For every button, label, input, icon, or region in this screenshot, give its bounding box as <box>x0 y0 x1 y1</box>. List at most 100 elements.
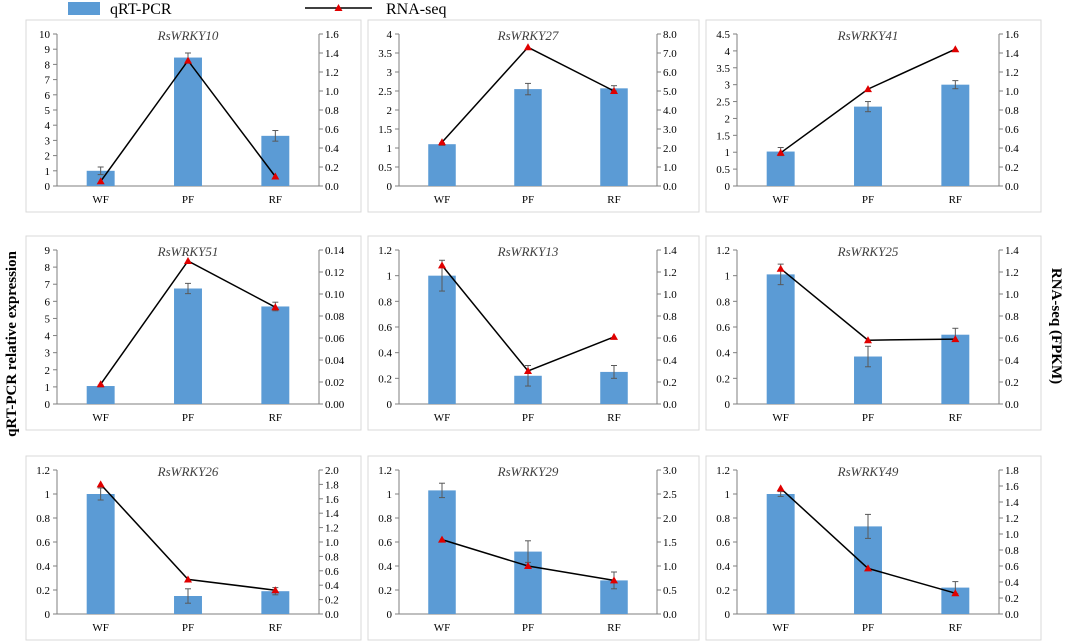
left-tick-label: 0.6 <box>378 537 392 549</box>
right-tick-label: 1.0 <box>1005 289 1019 301</box>
left-tick-label: 1 <box>725 271 731 283</box>
left-tick-label: 4 <box>45 331 51 343</box>
x-tick-label: WF <box>92 622 109 634</box>
chart-title: RsWRKY13 <box>497 244 559 259</box>
left-tick-label: 1 <box>45 489 51 501</box>
right-tick-label: 1.4 <box>1005 245 1019 257</box>
x-tick-label: RF <box>607 194 620 206</box>
right-tick-label: 0.2 <box>325 162 339 174</box>
left-tick-label: 0 <box>45 609 51 621</box>
rnaseq-point-PF <box>864 85 872 93</box>
right-tick-label: 1.2 <box>325 67 339 79</box>
left-tick-label: 3 <box>45 135 51 147</box>
right-tick-label: 1.4 <box>1005 497 1019 509</box>
bar-PF <box>174 596 202 614</box>
x-tick-label: PF <box>862 622 874 634</box>
right-tick-label: 1.4 <box>1005 48 1019 60</box>
right-tick-label: 0.04 <box>325 355 345 367</box>
left-tick-label: 3 <box>387 67 393 79</box>
left-tick-label: 0.2 <box>716 585 730 597</box>
right-tick-label: 0.4 <box>663 355 677 367</box>
bar-PF <box>514 89 542 186</box>
rnaseq-point-RF <box>610 576 618 584</box>
left-tick-label: 0 <box>387 399 393 411</box>
rnaseq-point-PF <box>524 43 532 51</box>
left-tick-label: 1.2 <box>36 465 50 477</box>
rnaseq-point-WF <box>438 535 446 543</box>
rnaseq-point-WF <box>438 138 446 146</box>
left-tick-label: 2 <box>387 105 393 117</box>
chart-panel-3: 0 0.5 1 1.5 2 2.5 3 3.5 4 4.5 0.0 0.2 0.4 0.6 0.8 1.0 1.… <box>705 19 1042 213</box>
left-tick-label: 1 <box>725 147 731 159</box>
chart-title: RsWRKY51 <box>157 244 219 259</box>
rnaseq-point-PF <box>524 562 532 569</box>
left-tick-label: 0 <box>725 609 731 621</box>
x-tick-label: WF <box>772 412 789 424</box>
right-tick-label: 1.8 <box>325 479 339 491</box>
x-tick-label: PF <box>522 412 534 424</box>
right-tick-label: 1.0 <box>1005 86 1019 98</box>
left-tick-label: 8 <box>45 59 51 71</box>
right-tick-label: 0.8 <box>325 551 339 563</box>
chart-panel-8: 0 0.2 0.4 0.6 0.8 1 1.2 0.0 0.5 1.0 1.5 2.0 2.5 3.0 WF… <box>367 455 700 641</box>
right-tick-label: 0.12 <box>325 267 344 279</box>
right-tick-label: 0.0 <box>663 181 677 193</box>
x-tick-label: PF <box>522 622 534 634</box>
right-tick-label: 1.2 <box>663 267 677 279</box>
right-tick-label: 8.0 <box>663 29 677 41</box>
chart-title: RsWRKY27 <box>497 28 559 43</box>
right-tick-label: 1.0 <box>1005 529 1019 541</box>
x-tick-label: PF <box>182 194 194 206</box>
x-tick-label: RF <box>269 622 282 634</box>
right-tick-label: 0.08 <box>325 311 345 323</box>
right-tick-label: 1.0 <box>663 162 677 174</box>
bar-WF <box>766 494 795 614</box>
right-tick-label: 0.10 <box>325 289 345 301</box>
bar-PF <box>174 288 202 404</box>
left-tick-label: 1.2 <box>716 465 730 477</box>
rnaseq-point-WF <box>438 261 446 269</box>
left-tick-label: 1 <box>387 489 393 501</box>
left-tick-label: 5 <box>45 105 51 117</box>
x-tick-label: PF <box>182 412 194 424</box>
left-tick-label: 0.4 <box>378 561 392 573</box>
x-tick-label: RF <box>607 622 620 634</box>
right-tick-label: 1.0 <box>663 561 677 573</box>
rnaseq-point-WF <box>776 148 785 156</box>
left-tick-label: 8 <box>45 262 51 274</box>
right-tick-label: 0.0 <box>325 609 339 621</box>
left-tick-label: 1 <box>387 143 393 155</box>
legend-bar-label: qRT-PCR <box>110 1 172 18</box>
chart-title: RsWRKY41 <box>837 28 899 43</box>
right-tick-label: 2.5 <box>663 489 677 501</box>
right-tick-label: 0.0 <box>1005 609 1019 621</box>
right-tick-label: 0.6 <box>663 333 677 345</box>
right-tick-label: 1.2 <box>1005 267 1019 279</box>
bar-RF <box>941 334 970 404</box>
bar-WF <box>86 494 115 614</box>
left-tick-label: 5 <box>45 313 51 325</box>
left-tick-label: 2 <box>45 151 51 163</box>
right-tick-label: 0.2 <box>663 377 677 389</box>
x-tick-label: WF <box>434 622 451 634</box>
left-tick-label: 3 <box>725 80 731 92</box>
right-tick-label: 1.2 <box>1005 67 1019 79</box>
right-tick-label: 2.0 <box>663 143 677 155</box>
right-tick-label: 0.8 <box>663 311 677 323</box>
bar-WF <box>428 275 456 404</box>
legend-line-marker <box>334 4 343 11</box>
legend-bar-swatch <box>68 2 100 15</box>
left-tick-label: 1 <box>725 489 731 501</box>
left-tick-label: 0.8 <box>36 513 50 525</box>
left-tick-label: 0.8 <box>716 513 730 525</box>
rnaseq-point-PF <box>184 257 192 264</box>
left-tick-label: 0.4 <box>36 561 50 573</box>
rnaseq-point-PF <box>864 336 872 344</box>
left-tick-label: 0.4 <box>716 348 730 360</box>
legend-line-label: RNA-seq <box>386 1 446 18</box>
right-tick-label: 3.0 <box>663 124 677 136</box>
left-tick-label: 0 <box>387 609 393 621</box>
right-tick-label: 0.4 <box>325 143 339 155</box>
left-tick-label: 0.4 <box>378 348 392 360</box>
left-tick-label: 2 <box>725 113 731 125</box>
